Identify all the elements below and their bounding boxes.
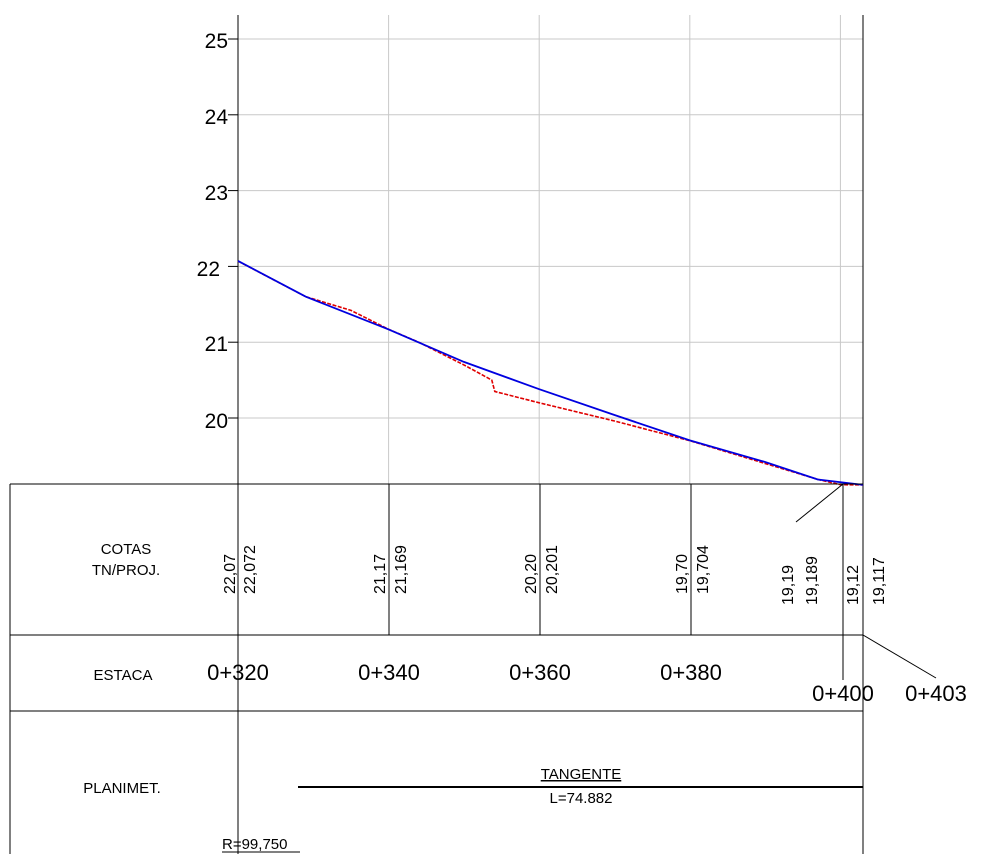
cota-tn-5: 19,12: [845, 565, 862, 605]
tangente-label: TANGENTE: [541, 766, 622, 783]
cota-proj-0: 22,072: [242, 545, 259, 594]
tn-proj-label: TN/PROJ.: [92, 562, 160, 579]
cota-tn-0: 22,07: [222, 554, 239, 594]
cota-proj-2: 20,201: [544, 545, 561, 594]
estaca-values: 0+320 0+340 0+360 0+380 0+400 0+403: [207, 660, 967, 706]
leader-line-estaca: [862, 634, 937, 679]
estaca-2: 0+360: [509, 660, 571, 685]
grid-lines: [238, 15, 863, 484]
y-tick-label-22: 22: [197, 258, 220, 281]
cota-tn-1: 21,17: [372, 554, 389, 594]
cota-values: 22,07 22,072 21,17 21,169 20,20 20,201 1…: [222, 545, 888, 605]
estaca-4: 0+400: [812, 681, 874, 706]
cota-proj-5: 19,117: [871, 557, 888, 605]
estaca-0: 0+320: [207, 660, 269, 685]
estaca-label: ESTACA: [94, 667, 153, 684]
y-tick-label-20: 20: [205, 410, 228, 433]
design-grade-line: [237, 260, 864, 486]
y-tick-label-24: 24: [205, 106, 229, 129]
profile-series: [237, 260, 864, 486]
estaca-5: 0+403: [905, 681, 967, 706]
estaca-3: 0+380: [660, 660, 722, 685]
terrain-line: [237, 260, 864, 486]
planimet-label: PLANIMET.: [83, 780, 161, 797]
cota-proj-1: 21,169: [393, 545, 410, 594]
y-axis: 25 24 23 22 21 20: [197, 30, 238, 433]
y-tick-label-23: 23: [205, 182, 228, 205]
cota-tn-2: 20,20: [523, 554, 540, 594]
leader-line-cota: [795, 483, 844, 523]
estaca-1: 0+340: [358, 660, 420, 685]
cota-proj-4: 19,189: [804, 556, 821, 605]
cota-tn-3: 19,70: [674, 554, 691, 594]
cota-proj-3: 19,704: [695, 545, 712, 594]
tangente-length: L=74.882: [550, 790, 613, 807]
cotas-label: COTAS: [101, 541, 152, 558]
y-tick-label-25: 25: [205, 30, 228, 53]
y-tick-label-21: 21: [205, 333, 228, 356]
radius-label: R=99,750: [222, 836, 287, 853]
cota-tn-4: 19,19: [780, 565, 797, 605]
